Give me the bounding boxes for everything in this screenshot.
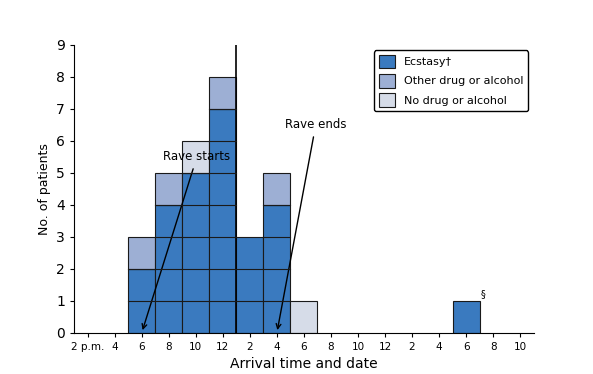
Bar xyxy=(291,301,317,333)
Bar xyxy=(182,141,209,173)
Bar xyxy=(237,237,263,333)
Bar xyxy=(155,173,182,205)
Bar xyxy=(209,77,237,109)
Bar xyxy=(155,205,182,333)
Text: Rave starts: Rave starts xyxy=(142,150,231,329)
X-axis label: Arrival time and date: Arrival time and date xyxy=(230,358,378,371)
Bar xyxy=(128,269,155,333)
Bar xyxy=(263,205,291,333)
Bar xyxy=(182,173,209,333)
Y-axis label: No. of patients: No. of patients xyxy=(38,143,50,235)
Text: Rave ends: Rave ends xyxy=(276,119,346,329)
Bar xyxy=(209,109,237,333)
Text: §: § xyxy=(481,289,486,299)
Bar xyxy=(452,301,480,333)
Bar xyxy=(128,237,155,269)
Legend: Ecstasy†, Other drug or alcohol, No drug or alcohol: Ecstasy†, Other drug or alcohol, No drug… xyxy=(374,50,528,111)
Bar xyxy=(263,173,291,205)
